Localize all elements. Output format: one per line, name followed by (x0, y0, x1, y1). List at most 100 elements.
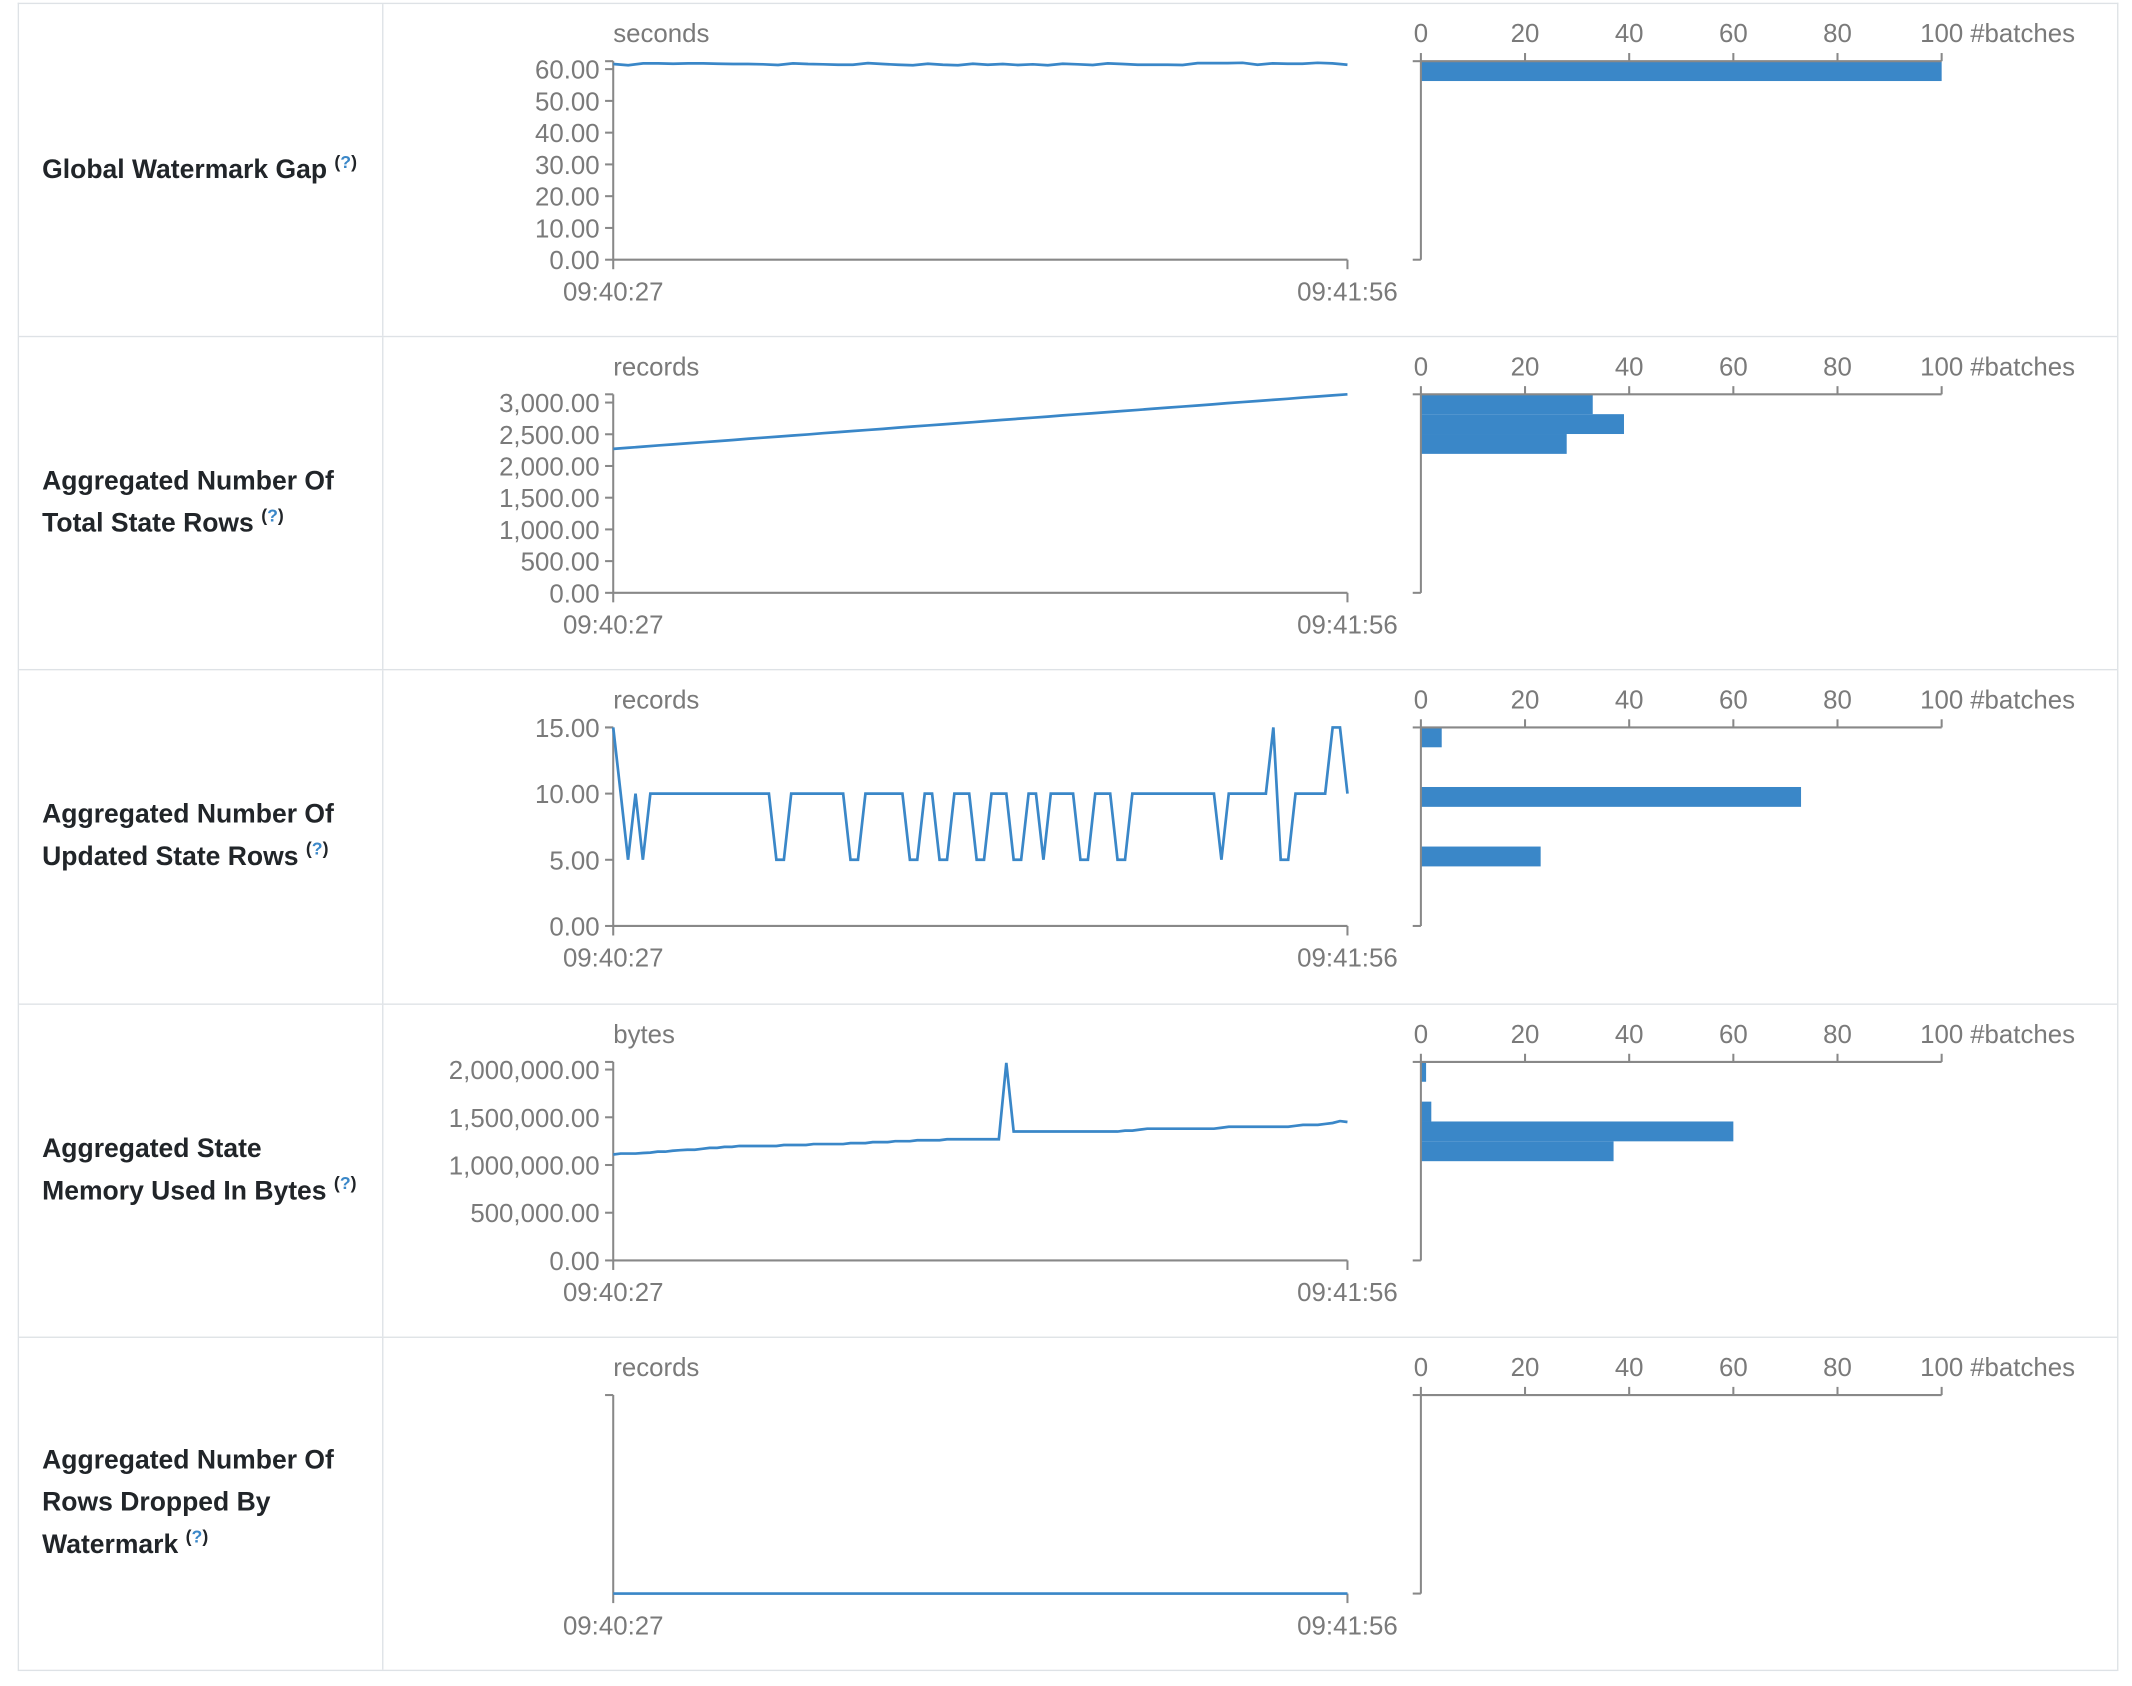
help-close: ) (350, 1172, 357, 1193)
histogram-bar (1420, 1061, 1427, 1082)
histogram-x-tick-label: 20 (1511, 20, 1540, 48)
metric-charts: bytes 09:40:27 09:41:56 0.00 500,000.00 1,000… (449, 1020, 2075, 1306)
timeline-chart: records 09:40:27 09:41:56 (563, 1354, 1398, 1640)
histogram-x-tick-label: 80 (1823, 1354, 1852, 1382)
histogram-x-tick-label: 20 (1511, 1354, 1540, 1382)
histogram-x-tick-label: 80 (1823, 20, 1852, 48)
histogram-x-tick-label: 20 (1511, 1020, 1540, 1048)
histogram-x-tick-label: 60 (1719, 354, 1748, 382)
metric-label-cell: Aggregated Number Of Total State Rows (?… (19, 337, 384, 670)
histogram-unit-label: #batches (1970, 354, 2075, 382)
histogram-bar (1420, 1120, 1734, 1141)
histogram-chart: 0 20 40 60 80 100 #batches (1412, 1354, 2075, 1595)
metric-row: Aggregated Number Of Updated State Rows … (19, 670, 2118, 1005)
timeline-y-tick-label: 0.00 (549, 247, 599, 275)
timeline-y-tick-label: 2,000,000.00 (449, 1056, 600, 1084)
timeline-y-tick-label: 1,500,000.00 (449, 1104, 600, 1132)
histogram-x-tick-label: 0 (1414, 1020, 1428, 1048)
timeline-unit-label: records (613, 1354, 699, 1382)
histogram-x-tick-label: 40 (1615, 354, 1644, 382)
timeline-y-tick-label: 10.00 (535, 215, 600, 243)
timeline-unit-label: records (613, 354, 699, 382)
histogram-unit-label: #batches (1970, 20, 2075, 48)
timeline-x-tick-label: 09:40:27 (563, 945, 664, 973)
metric-label: Global Watermark Gap (42, 154, 328, 185)
histogram-x-tick-label: 80 (1823, 687, 1852, 715)
histogram-x-tick-label: 100 (1920, 354, 1963, 382)
timeline-y-tick-label: 0.00 (549, 581, 599, 609)
histogram-x-tick-label: 60 (1719, 1354, 1748, 1382)
timeline-y-tick-label: 2,500.00 (499, 422, 600, 450)
histogram-x-tick-label: 100 (1920, 687, 1963, 715)
timeline-y-tick-label: 3,000.00 (499, 390, 600, 418)
timeline-x-tick-label: 09:41:56 (1297, 278, 1398, 306)
metric-charts: records 09:40:27 09:41:56 0.00 5.00 10.00 15.0… (535, 687, 2075, 973)
histogram-unit-label: #batches (1970, 1020, 2075, 1048)
metrics-table: Global Watermark Gap (?) seconds 09:40:27… (17, 2, 2119, 1671)
metric-label-cell: Aggregated Number Of Updated State Rows … (19, 670, 384, 1003)
help-close: ) (202, 1526, 209, 1548)
histogram-chart: 0 20 40 60 80 100 #batches (1412, 20, 2075, 261)
help-tooltip[interactable]: (?) (306, 839, 329, 859)
timeline-y-tick-label: 1,500.00 (499, 485, 600, 513)
metric-label: Aggregated Number Of Total State Rows (42, 466, 334, 539)
help-tooltip[interactable]: (?) (334, 1172, 357, 1192)
timeline-x-tick-label: 09:40:27 (563, 612, 664, 640)
help-icon[interactable]: ? (339, 1172, 351, 1193)
help-close: ) (351, 151, 358, 172)
help-icon[interactable]: ? (340, 151, 352, 172)
timeline-x-tick-label: 09:41:56 (1297, 1612, 1398, 1640)
histogram-bar (1420, 1101, 1432, 1121)
timeline-y-tick-label: 5.00 (549, 848, 599, 876)
timeline-y-tick-label: 0.00 (549, 1247, 599, 1275)
help-icon[interactable]: ? (267, 505, 278, 526)
help-open: ( (185, 1526, 192, 1548)
histogram-chart: 0 20 40 60 80 100 #batches (1412, 354, 2075, 595)
timeline-y-tick-label: 20.00 (535, 184, 600, 212)
help-open: ( (334, 151, 341, 172)
metric-row: Aggregated Number Of Rows Dropped By Wat… (19, 1337, 2118, 1671)
help-open: ( (333, 1172, 340, 1193)
timeline-y-tick-label: 2,000.00 (499, 454, 600, 482)
histogram-chart: 0 20 40 60 80 100 #batches (1412, 687, 2075, 928)
metric-charts: records 09:40:27 09:41:56 0 20 40 60 80 100 #batc… (563, 1354, 2075, 1640)
histogram-x-tick-label: 40 (1615, 20, 1644, 48)
help-open: ( (261, 505, 268, 526)
histogram-x-tick-label: 40 (1615, 1020, 1644, 1048)
histogram-bar (1420, 61, 1942, 82)
histogram-unit-label: #batches (1970, 1354, 2075, 1382)
histogram-x-tick-label: 80 (1823, 1020, 1852, 1048)
help-tooltip[interactable]: (?) (334, 151, 357, 171)
timeline-y-tick-label: 1,000,000.00 (449, 1152, 600, 1180)
histogram-x-tick-label: 80 (1823, 354, 1852, 382)
histogram-x-tick-label: 0 (1414, 20, 1428, 48)
help-icon[interactable]: ? (311, 838, 323, 860)
metric-label-cell: Aggregated State Memory Used In Bytes (?… (19, 1004, 384, 1337)
metric-label-cell: Global Watermark Gap (?) (19, 4, 384, 337)
timeline-chart: bytes 09:40:27 09:41:56 0.00 500,000.00 1,000… (449, 1020, 1398, 1306)
timeline-x-tick-label: 09:40:27 (563, 1279, 664, 1307)
histogram-x-tick-label: 20 (1511, 687, 1540, 715)
timeline-y-tick-label: 500.00 (521, 549, 600, 577)
timeline-y-tick-label: 500,000.00 (470, 1200, 599, 1228)
histogram-bar (1420, 434, 1567, 455)
help-icon[interactable]: ? (191, 1526, 203, 1548)
histogram-bar (1420, 414, 1624, 435)
timeline-series-line (611, 726, 1349, 862)
timeline-x-tick-label: 09:41:56 (1297, 1279, 1398, 1307)
histogram-bar (1420, 847, 1541, 867)
help-tooltip[interactable]: (?) (261, 506, 284, 526)
timeline-y-tick-label: 50.00 (535, 88, 600, 116)
metric-charts: seconds 09:40:27 09:41:56 0.00 10.00 20.00 30.… (535, 20, 2075, 306)
timeline-y-tick-label: 10.00 (535, 782, 600, 810)
histogram-x-tick-label: 40 (1615, 1354, 1644, 1382)
metric-label-cell: Aggregated Number Of Rows Dropped By Wat… (19, 1337, 384, 1670)
help-tooltip[interactable]: (?) (186, 1527, 209, 1547)
histogram-x-tick-label: 0 (1414, 354, 1428, 382)
timeline-x-tick-label: 09:41:56 (1297, 945, 1398, 973)
histogram-chart: 0 20 40 60 80 100 #batches (1412, 1020, 2075, 1261)
timeline-unit-label: seconds (613, 20, 709, 48)
metric-label: Aggregated Number Of Rows Dropped By Wat… (42, 1445, 334, 1561)
timeline-y-tick-label: 15.00 (535, 715, 600, 743)
